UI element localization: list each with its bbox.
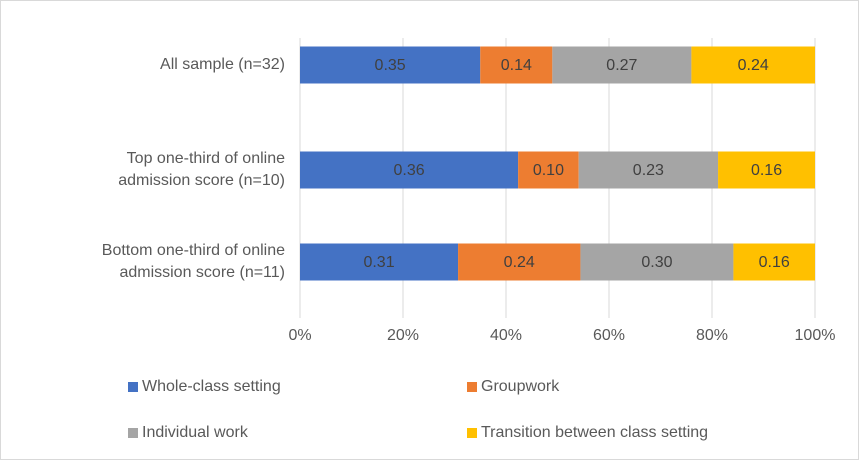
legend-swatch (467, 428, 477, 438)
bar-segment (552, 46, 692, 84)
legend-swatch (467, 382, 477, 392)
legend-label: Whole-class setting (142, 378, 281, 395)
bar-segment (733, 243, 815, 281)
data-label: 0.10 (533, 162, 564, 179)
legend-swatch (128, 382, 138, 392)
bar-segment (518, 151, 579, 189)
data-label: 0.36 (393, 162, 424, 179)
bar-segment (480, 46, 553, 84)
legend-label: Transition between class setting (481, 424, 708, 441)
x-tick-label: 0% (288, 327, 311, 344)
data-label: 0.16 (759, 254, 790, 271)
y-tick-label: Top one-third of online admission score … (118, 150, 285, 189)
y-tick-label: All sample (n=32) (160, 56, 285, 73)
bar-segment (578, 151, 719, 189)
data-label: 0.27 (606, 57, 637, 74)
data-label: 0.24 (504, 254, 535, 271)
y-tick-label: Bottom one-third of online admission sco… (101, 242, 285, 281)
bar-segment (691, 46, 815, 84)
x-tick-label: 80% (696, 327, 728, 344)
bar-segment (580, 243, 734, 281)
x-tick-label: 60% (593, 327, 625, 344)
bar-segment (300, 46, 481, 84)
bar-segment (300, 151, 519, 189)
legend-label: Individual work (142, 424, 249, 441)
data-label: 0.30 (641, 254, 672, 271)
x-tick-label: 100% (795, 327, 836, 344)
data-label: 0.23 (633, 162, 664, 179)
data-label: 0.24 (738, 57, 769, 74)
bar-segment (718, 151, 815, 189)
data-label: 0.31 (363, 254, 394, 271)
data-label: 0.35 (375, 57, 406, 74)
legend-swatch (128, 428, 138, 438)
bar-segment (458, 243, 581, 281)
x-tick-label: 40% (490, 327, 522, 344)
data-label: 0.14 (501, 57, 532, 74)
data-label: 0.16 (751, 162, 782, 179)
legend-label: Groupwork (481, 378, 560, 395)
x-tick-label: 20% (387, 327, 419, 344)
bar-segment (300, 243, 459, 281)
